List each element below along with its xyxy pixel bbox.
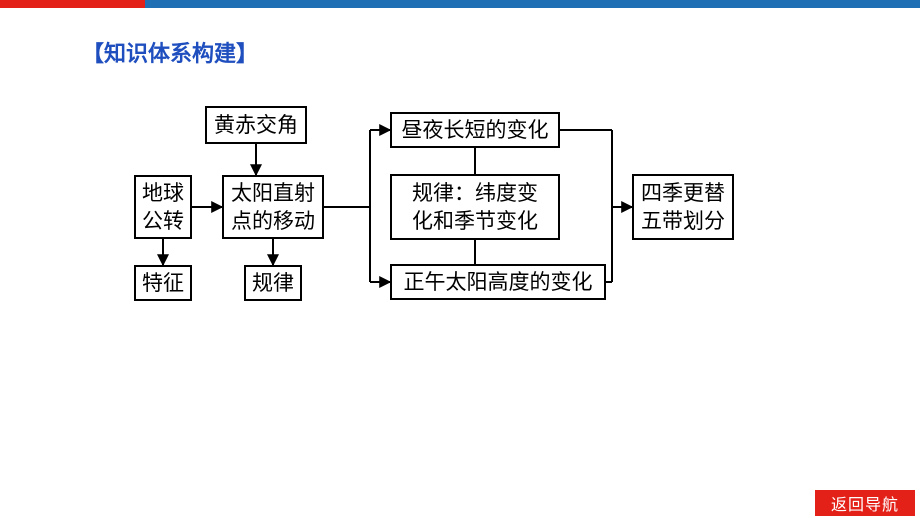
flowchart-container: 地球公转特征 黄赤交角太阳直射点的移动规律 昼夜长短的变化规律：纬度变化和季节变化正…: [0, 0, 920, 518]
node-n1: 地球公转: [134, 175, 192, 239]
node-n6: 昼夜长短的变化: [390, 112, 560, 148]
node-n8: 正午太阳高度的变化: [390, 264, 606, 300]
node-n2: 特征: [134, 265, 192, 301]
node-n3: 黄赤交角: [205, 106, 307, 144]
node-n9: 四季更替五带划分: [632, 174, 734, 240]
return-nav-button[interactable]: 返回导航: [815, 490, 915, 516]
node-n5: 规律: [244, 265, 302, 301]
node-n7: 规律：纬度变化和季节变化: [390, 174, 560, 240]
node-n4: 太阳直射点的移动: [222, 175, 324, 239]
flowchart-edges: [0, 0, 920, 518]
